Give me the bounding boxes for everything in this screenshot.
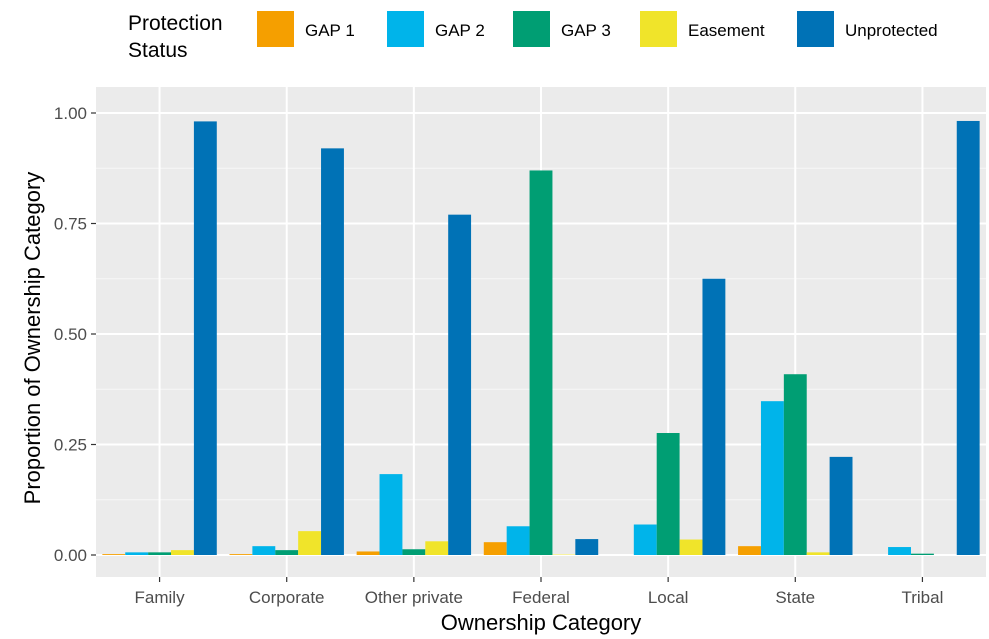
x-tick-label: Tribal	[901, 588, 943, 607]
bar-unprotected-state	[829, 456, 853, 555]
bar-unprotected-tribal	[956, 120, 980, 556]
x-tick-label: Corporate	[249, 588, 325, 607]
y-tick-label: 0.75	[54, 215, 87, 234]
y-tick-label: 0.00	[54, 546, 87, 565]
bar-gap-2-other-private	[379, 474, 403, 555]
y-tick-label: 0.50	[54, 325, 87, 344]
bars	[102, 120, 980, 556]
x-axis: Family Corporate Other private Federal Local…	[135, 577, 943, 607]
legend-label: Easement	[688, 21, 765, 40]
bar-easement-local	[679, 539, 703, 555]
x-axis-title: Ownership Category	[441, 610, 642, 635]
bar-gap-3-corporate	[275, 550, 299, 555]
bar-easement-family	[171, 550, 194, 555]
bar-gap-3-tribal	[910, 553, 934, 555]
x-tick-label: Local	[648, 588, 689, 607]
bar-gap-1-state	[738, 546, 761, 555]
legend-key-unprotected	[797, 11, 834, 47]
y-tick-label: 1.00	[54, 104, 87, 123]
y-tick-label: 0.25	[54, 436, 87, 455]
legend-title-line-1: Protection	[128, 12, 223, 35]
x-tick-label: Federal	[512, 588, 570, 607]
y-axis: 0.00 0.25 0.50 0.75 1.00	[54, 104, 96, 565]
bar-gap-1-federal	[483, 542, 507, 555]
bar-gap-2-tribal	[888, 547, 911, 555]
bar-gap-2-family	[125, 552, 149, 555]
legend-key-gap-3	[513, 11, 550, 47]
bar-gap-1-family	[102, 554, 126, 555]
bar-gap-3-family	[148, 552, 172, 555]
x-tick-label: Family	[135, 588, 186, 607]
bar-gap-2-state	[760, 401, 784, 555]
legend-key-gap-2	[387, 11, 424, 47]
x-tick-label: Other private	[365, 588, 463, 607]
bar-gap-2-local	[633, 524, 657, 555]
bar-gap-3-local	[656, 433, 680, 555]
bar-easement-other-private	[425, 541, 449, 555]
bar-gap-1-corporate	[229, 554, 253, 555]
bar-gap-2-corporate	[252, 546, 276, 555]
bar-unprotected-corporate	[321, 148, 344, 556]
bar-unprotected-federal	[575, 539, 599, 555]
legend-title-line-2: Status	[128, 39, 188, 62]
bar-easement-state	[806, 552, 830, 555]
bar-unprotected-family	[193, 121, 217, 555]
bar-easement-corporate	[298, 531, 322, 555]
legend-label: GAP 2	[435, 21, 485, 40]
bar-unprotected-other-private	[448, 214, 472, 555]
legend-label: Unprotected	[845, 21, 938, 40]
bar-gap-3-federal	[529, 170, 553, 555]
legend-key-easement	[640, 11, 677, 47]
bar-gap-1-other-private	[356, 551, 380, 555]
legend: Protection Status GAP 1 GAP 2 GAP 3 Easemen…	[128, 11, 938, 62]
legend-key-gap-1	[257, 11, 294, 47]
bar-gap-3-other-private	[402, 549, 426, 555]
legend-label: GAP 1	[305, 21, 355, 40]
x-tick-label: State	[775, 588, 815, 607]
bar-unprotected-local	[702, 278, 726, 555]
y-axis-title: Proportion of Ownership Category	[20, 172, 45, 505]
bar-gap-3-state	[783, 374, 807, 555]
bar-gap-2-federal	[506, 526, 530, 555]
legend-label: GAP 3	[561, 21, 611, 40]
grid-major	[96, 87, 986, 577]
